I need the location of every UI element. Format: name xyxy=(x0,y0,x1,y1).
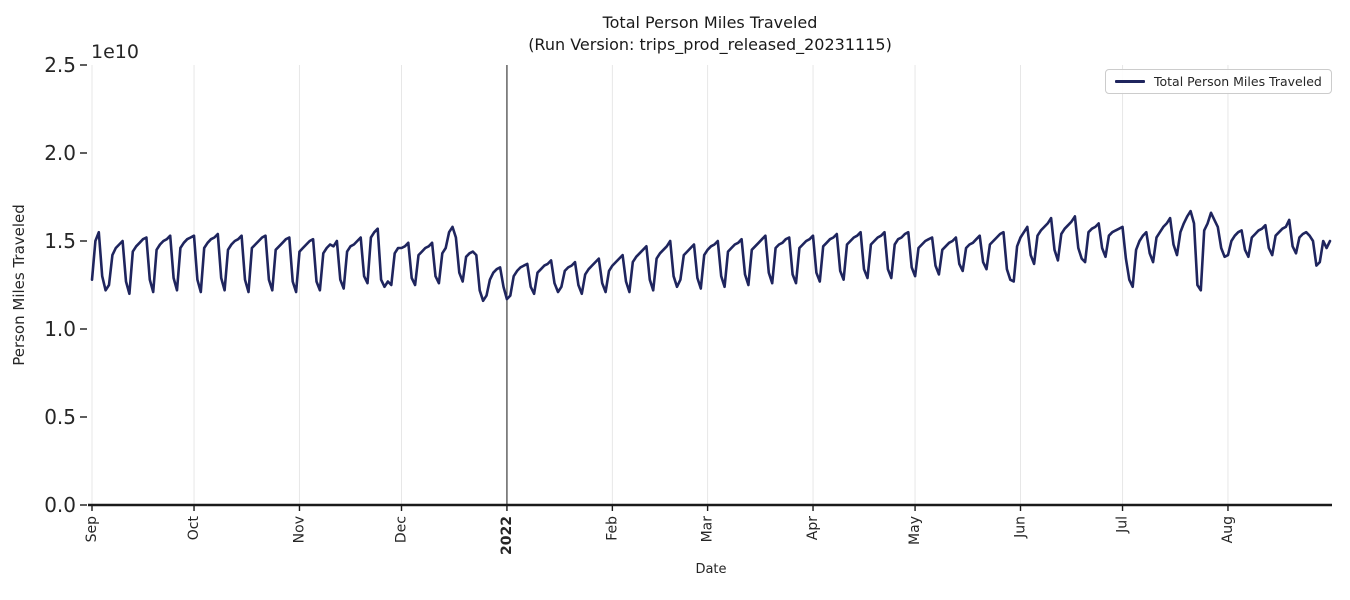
y-tick-label: 0.5 xyxy=(44,405,76,429)
x-tick-label: Aug xyxy=(1220,516,1236,543)
y-tick-label: 1.5 xyxy=(44,229,76,253)
x-tick-label: May xyxy=(907,516,923,545)
title-block: Total Person Miles Traveled (Run Version… xyxy=(88,12,1332,56)
y-tick-label: 2.5 xyxy=(44,53,76,77)
y-tick-label: 0.0 xyxy=(44,493,76,517)
x-tick-label: Sep xyxy=(84,516,100,543)
y-axis-offset-label: 1e10 xyxy=(91,41,139,63)
x-axis-label: Date xyxy=(695,562,726,577)
y-axis-label: Person Miles Traveled xyxy=(10,204,28,366)
x-tick-label: Dec xyxy=(394,516,410,543)
series-line-total-person-miles xyxy=(90,209,1332,303)
x-tick-label: Oct xyxy=(186,516,202,541)
y-tick-label: 1.0 xyxy=(44,317,76,341)
chart-subtitle: (Run Version: trips_prod_released_202311… xyxy=(528,35,892,54)
x-tick-label: Apr xyxy=(805,516,821,540)
legend-line-swatch xyxy=(1115,80,1145,83)
x-tick-label: 2022 xyxy=(499,516,515,555)
x-tick-label: Jul xyxy=(1115,516,1131,534)
x-tick-label: Nov xyxy=(291,516,307,543)
y-tick-label: 2.0 xyxy=(44,141,76,165)
x-tick-label: Feb xyxy=(604,516,620,541)
legend-label: Total Person Miles Traveled xyxy=(1154,74,1322,89)
x-tick-label: Jun xyxy=(1013,516,1029,539)
x-tick-label: Mar xyxy=(700,516,716,543)
chart-title: Total Person Miles Traveled xyxy=(602,13,818,32)
legend: Total Person Miles Traveled xyxy=(1105,69,1332,94)
